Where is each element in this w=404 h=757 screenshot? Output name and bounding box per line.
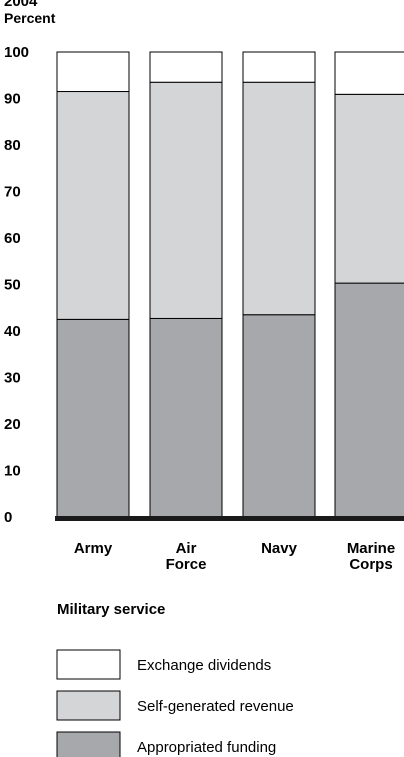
bar-segment [242, 314, 316, 518]
bar-segment [56, 91, 130, 320]
bar-segment [334, 51, 404, 95]
bar-segment [334, 282, 404, 518]
bar-segment [242, 81, 316, 316]
bar-segment [334, 93, 404, 284]
x-category-label: Marine [347, 540, 395, 557]
y-tick-label: 60 [4, 230, 21, 247]
y-tick-label: 70 [4, 184, 21, 201]
y-tick-label: 20 [4, 416, 21, 433]
y-axis-ticks: 0 10 20 30 40 50 60 70 80 90 100 [4, 44, 29, 526]
chart-title: 2004 [4, 0, 38, 10]
legend-label: Exchange dividends [137, 657, 271, 674]
bar-segment [149, 317, 223, 518]
y-tick-label: 100 [4, 44, 29, 61]
y-axis-label: Percent [4, 10, 56, 26]
y-tick-label: 0 [4, 509, 12, 526]
x-category-label: Army [74, 540, 113, 557]
x-category-label: Air [176, 540, 197, 557]
y-tick-label: 50 [4, 277, 21, 294]
bar-segment [56, 318, 130, 518]
x-category-label: Force [166, 556, 207, 573]
y-tick-label: 30 [4, 370, 21, 387]
bar-segment [242, 51, 316, 83]
y-tick-label: 90 [4, 91, 21, 108]
legend-swatch [56, 649, 121, 680]
legend-label: Appropriated funding [137, 739, 276, 756]
y-tick-label: 40 [4, 323, 21, 340]
bar-segment [56, 51, 130, 93]
legend-swatch [56, 731, 121, 757]
y-tick-label: 80 [4, 137, 21, 154]
legend-label: Self-generated revenue [137, 698, 294, 715]
bar-segment [149, 51, 223, 83]
x-axis-label: Military service [57, 601, 165, 618]
legend: Exchange dividends Self-generated revenue… [56, 649, 294, 757]
legend-swatch [56, 690, 121, 721]
x-category-label: Corps [349, 556, 392, 573]
bars [55, 51, 404, 521]
x-category-label: Navy [261, 540, 298, 557]
x-axis-baseline [55, 516, 404, 521]
bar-segment [149, 81, 223, 319]
y-tick-label: 10 [4, 463, 21, 480]
